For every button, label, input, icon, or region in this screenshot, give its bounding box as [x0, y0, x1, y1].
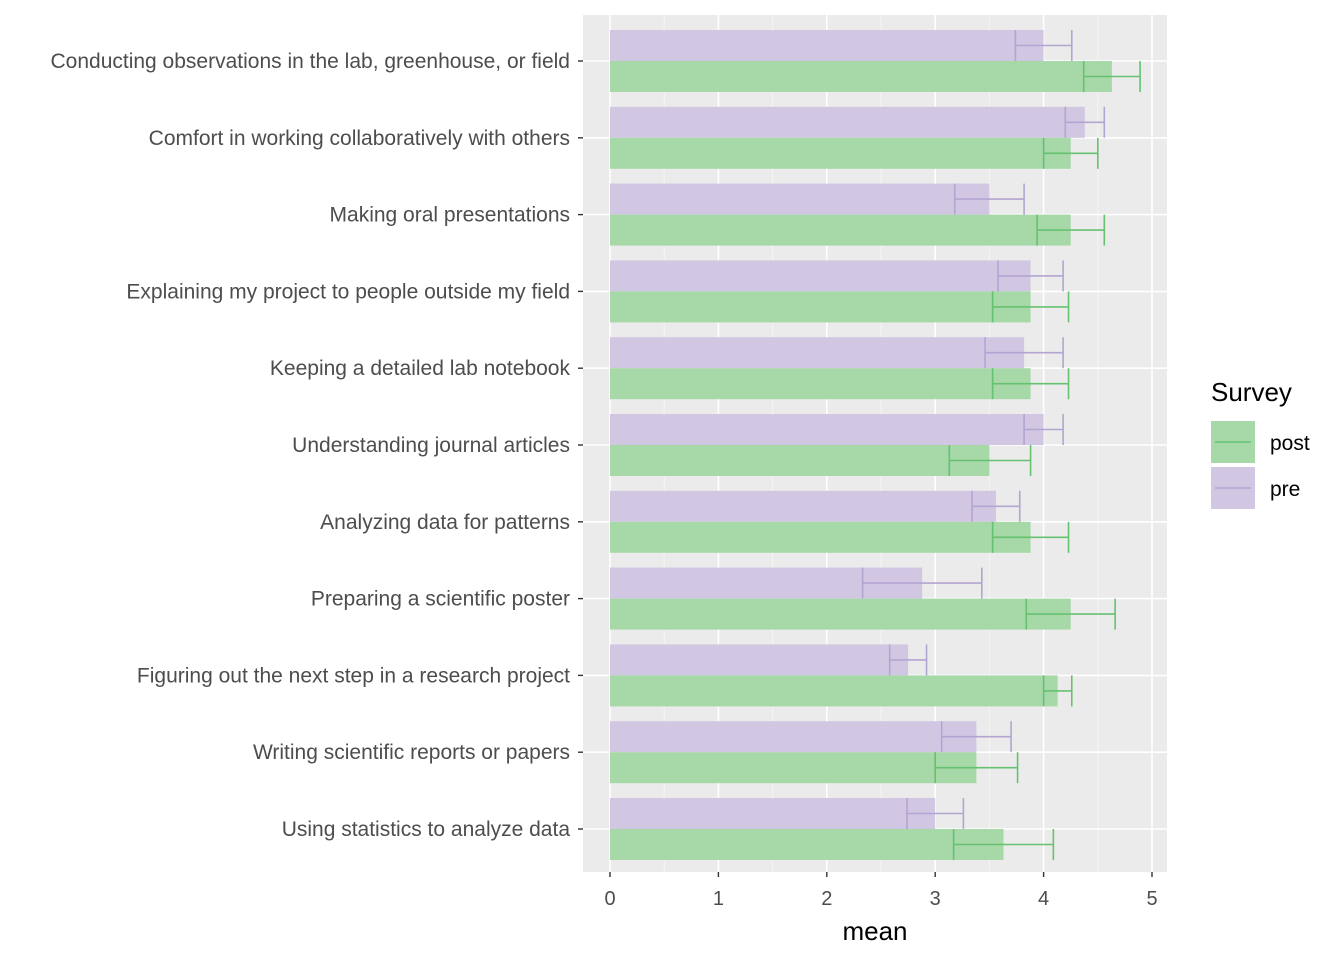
- y-tick-label: Writing scientific reports or papers: [253, 741, 570, 764]
- legend-label-post: post: [1270, 432, 1310, 455]
- bar-post: [610, 598, 1071, 630]
- x-axis-title: mean: [842, 916, 907, 946]
- x-tick-label: 1: [713, 888, 724, 910]
- bar-pre: [610, 644, 909, 676]
- bar-post: [610, 61, 1112, 92]
- bar-pre: [610, 337, 1025, 369]
- y-tick-label: Figuring out the next step in a research…: [137, 664, 570, 687]
- bar-pre: [610, 183, 990, 215]
- y-tick-label: Conducting observations in the lab, gree…: [50, 50, 570, 73]
- y-tick-label: Analyzing data for patterns: [320, 511, 570, 534]
- bar-pre: [610, 490, 996, 522]
- legend-label-pre: pre: [1270, 478, 1300, 501]
- y-tick-label: Using statistics to analyze data: [282, 818, 571, 841]
- bar-post: [610, 445, 990, 476]
- x-tick-label: 5: [1146, 888, 1157, 910]
- bar-post: [610, 214, 1071, 246]
- x-tick-label: 2: [821, 888, 832, 910]
- bar-post: [610, 137, 1071, 169]
- x-tick-label: 0: [604, 888, 615, 910]
- bar-pre: [610, 721, 977, 753]
- bar-pre: [610, 30, 1044, 61]
- bar-post: [610, 829, 1004, 860]
- y-tick-label: Understanding journal articles: [292, 434, 570, 457]
- y-axis: Conducting observations in the lab, gree…: [50, 50, 583, 841]
- bar-post: [610, 291, 1031, 323]
- y-tick-label: Keeping a detailed lab notebook: [270, 357, 571, 380]
- y-tick-label: Making oral presentations: [330, 204, 570, 227]
- x-tick-label: 4: [1038, 888, 1049, 910]
- y-tick-label: Explaining my project to people outside …: [126, 280, 570, 303]
- legend: Survey post pre: [1211, 377, 1310, 509]
- x-tick-label: 3: [930, 888, 941, 910]
- bar-pre: [610, 260, 1031, 292]
- bar-post: [610, 675, 1058, 707]
- y-tick-label: Preparing a scientific poster: [311, 588, 570, 611]
- error-bars: [861, 30, 1141, 860]
- y-tick-label: Comfort in working collaboratively with …: [149, 127, 570, 150]
- bar-pre: [610, 798, 936, 829]
- bar-post: [610, 521, 1031, 553]
- bar-post: [610, 368, 1031, 400]
- bar-pre: [610, 414, 1044, 445]
- bar-pre: [610, 106, 1085, 138]
- bars: [610, 30, 1112, 860]
- legend-title: Survey: [1211, 377, 1292, 407]
- bar-post: [610, 752, 977, 784]
- x-axis: 0 1 2 3 4 5: [604, 872, 1158, 910]
